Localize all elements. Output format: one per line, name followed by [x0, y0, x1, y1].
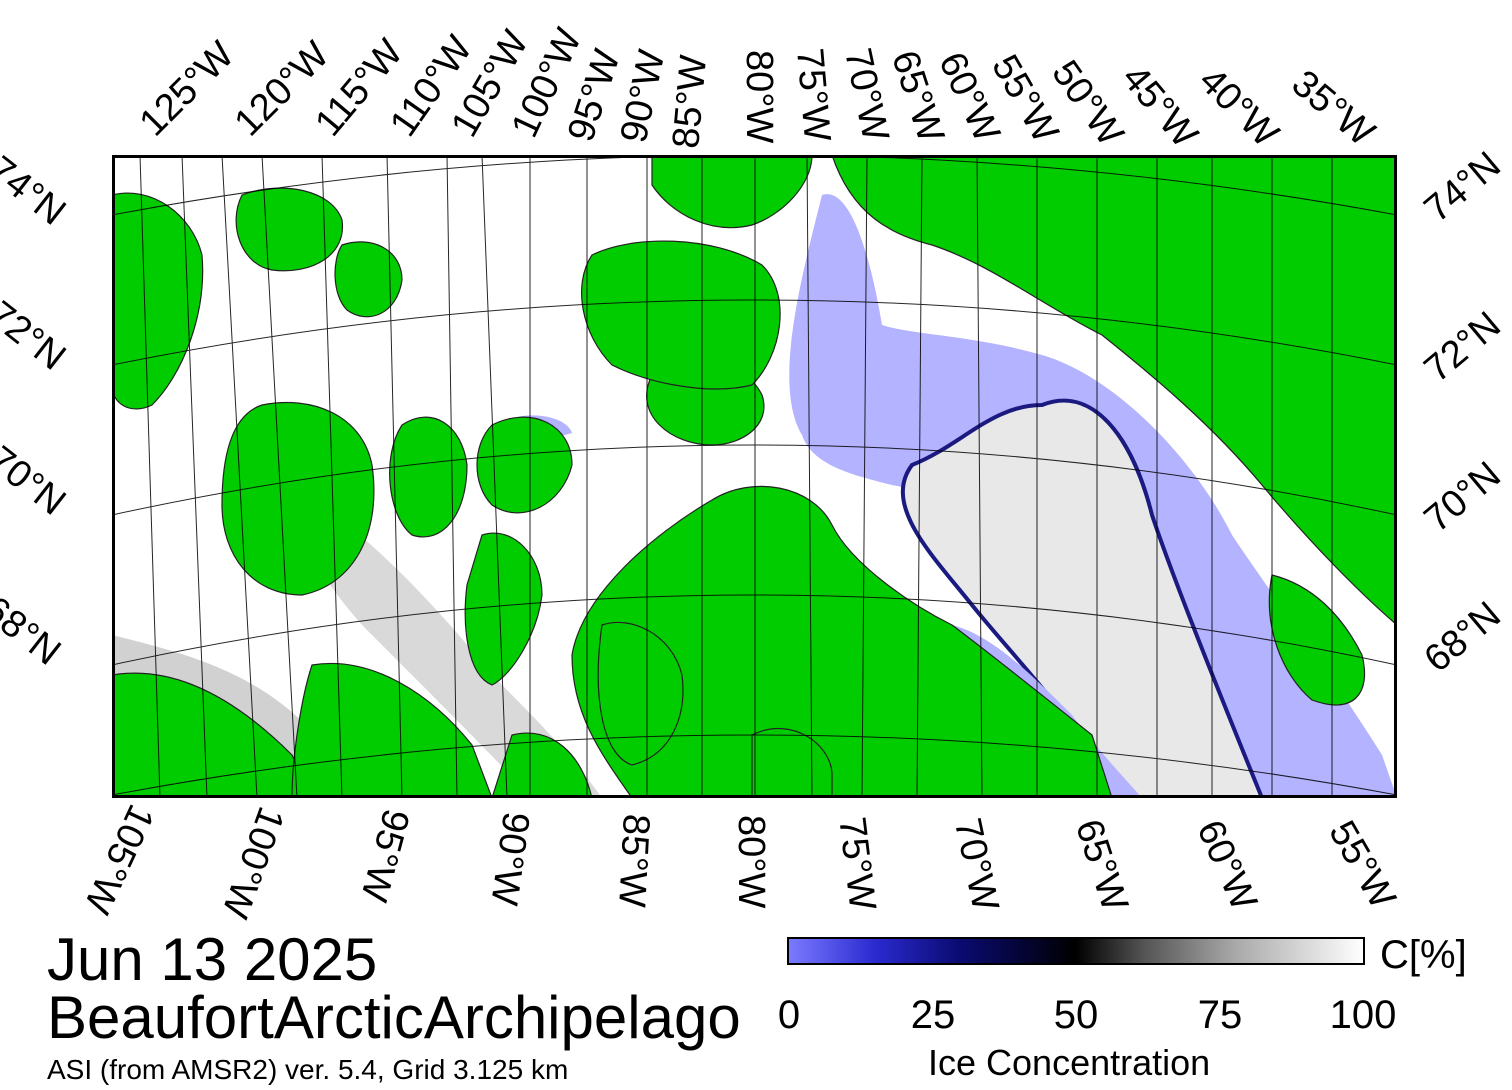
top-lon-label: 75°W [788, 46, 838, 144]
greenland [831, 154, 1398, 627]
right-lat-label: 74°N [1416, 143, 1509, 231]
sea-ice-map-canvas [111, 154, 1398, 800]
mainland-central [291, 662, 493, 799]
colorbar-tick: 50 [1053, 993, 1099, 1037]
colorbar-tick: 75 [1197, 993, 1243, 1037]
top-lon-label: 50°W [1043, 53, 1132, 154]
devon-island [581, 240, 781, 390]
bottom-lon-label: 100°W [213, 801, 292, 924]
right-lat-label: 68°N [1416, 593, 1509, 681]
ice-band-mid [292, 485, 602, 798]
colorbar-unit: C[%] [1380, 933, 1467, 977]
colorbar-title: Ice Concentration [928, 1042, 1211, 1083]
left-lat-label: 68°N [0, 588, 69, 674]
left-lat-label: 72°N [0, 293, 74, 379]
bottom-lon-label: 90°W [482, 809, 537, 908]
top-lon-label: 80°W [738, 50, 780, 144]
greenland-south [1268, 574, 1366, 706]
bottom-lon-label: 95°W [352, 804, 417, 906]
prince-of-wales-island [389, 416, 468, 538]
top-lon-label: 125°W [131, 33, 243, 145]
colorbar-tick: 0 [777, 993, 801, 1037]
melville-island [235, 187, 343, 272]
right-lat-label: 72°N [1416, 303, 1509, 391]
colorbar-tick: 25 [910, 993, 956, 1037]
colorbar [787, 937, 1365, 965]
bottom-lon-label: 70°W [945, 814, 1007, 915]
mainland-west [111, 672, 313, 799]
colorbar-tick: 100 [1329, 993, 1397, 1037]
left-lat-label: 70°N [0, 438, 74, 524]
ellesmere-south [651, 154, 813, 229]
boothia-peninsula [464, 532, 543, 686]
graticule [111, 154, 1398, 799]
map-source-note: ASI (from AMSR2) ver. 5.4, Grid 3.125 km [47, 1054, 569, 1085]
sea-ice-map [111, 154, 1398, 800]
baffin-island [571, 485, 1113, 799]
map-date: Jun 13 2025 [47, 926, 378, 993]
melville-peninsula [597, 621, 684, 766]
right-lat-label: 70°N [1416, 453, 1509, 541]
bottom-lon-label: 60°W [1188, 814, 1265, 917]
map-region-title: BeaufortArcticArchipelago [47, 984, 741, 1051]
bottom-lon-label: 105°W [75, 798, 162, 920]
bottom-lon-label: 75°W [830, 814, 884, 913]
top-lon-label: 85°W [665, 53, 716, 151]
bottom-lon-label: 85°W [610, 812, 657, 909]
somerset-island [476, 416, 573, 514]
land-masses [111, 154, 1398, 799]
bathurst-island [334, 241, 403, 318]
victoria-island [221, 401, 375, 596]
baffin-pack-ice [900, 398, 1265, 800]
bottom-lon-label: 55°W [1320, 814, 1404, 916]
top-lon-label: 40°W [1190, 59, 1287, 156]
top-lon-label: 35°W [1283, 62, 1383, 155]
left-lat-label: 74°N [0, 148, 74, 234]
bottom-lon-label: 65°W [1066, 814, 1136, 917]
map-border [112, 155, 1397, 798]
top-lon-label: 45°W [1113, 57, 1206, 156]
bottom-lon-label: 80°W [730, 815, 772, 909]
